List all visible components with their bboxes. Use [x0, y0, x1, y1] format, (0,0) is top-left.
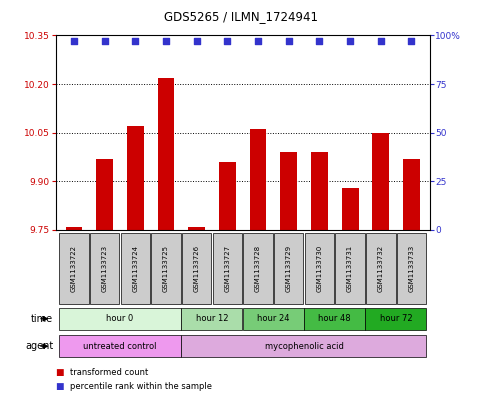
Text: GSM1133731: GSM1133731 — [347, 244, 353, 292]
FancyBboxPatch shape — [366, 233, 396, 304]
Text: GSM1133733: GSM1133733 — [409, 244, 414, 292]
FancyBboxPatch shape — [243, 233, 273, 304]
Point — [254, 38, 262, 44]
Bar — [372, 132, 389, 230]
Bar — [250, 129, 267, 230]
Point — [224, 38, 231, 44]
Text: hour 24: hour 24 — [257, 314, 290, 323]
Text: mycophenolic acid: mycophenolic acid — [265, 342, 343, 351]
FancyBboxPatch shape — [59, 233, 89, 304]
FancyBboxPatch shape — [243, 307, 304, 330]
FancyBboxPatch shape — [397, 233, 426, 304]
Point — [346, 38, 354, 44]
FancyBboxPatch shape — [182, 233, 212, 304]
Point — [101, 38, 109, 44]
Text: GSM1133723: GSM1133723 — [101, 245, 108, 292]
Text: GSM1133724: GSM1133724 — [132, 245, 138, 292]
Bar — [188, 227, 205, 230]
Point — [131, 38, 139, 44]
Point — [285, 38, 293, 44]
Bar — [96, 158, 113, 230]
Bar — [219, 162, 236, 230]
Text: hour 48: hour 48 — [318, 314, 351, 323]
Text: GSM1133726: GSM1133726 — [194, 245, 199, 292]
Text: GSM1133722: GSM1133722 — [71, 245, 77, 292]
Text: transformed count: transformed count — [70, 368, 148, 377]
Text: untreated control: untreated control — [83, 342, 156, 351]
Text: ■: ■ — [56, 382, 64, 391]
Text: GSM1133725: GSM1133725 — [163, 245, 169, 292]
FancyBboxPatch shape — [90, 233, 119, 304]
FancyBboxPatch shape — [304, 307, 365, 330]
Point — [377, 38, 384, 44]
Text: GSM1133727: GSM1133727 — [225, 245, 230, 292]
FancyBboxPatch shape — [213, 233, 242, 304]
Bar — [311, 152, 328, 230]
Text: ■: ■ — [56, 368, 64, 377]
Text: GDS5265 / ILMN_1724941: GDS5265 / ILMN_1724941 — [165, 10, 318, 23]
Bar — [341, 188, 358, 230]
FancyBboxPatch shape — [274, 233, 303, 304]
FancyBboxPatch shape — [58, 307, 181, 330]
FancyBboxPatch shape — [305, 233, 334, 304]
Bar — [157, 77, 174, 230]
Text: agent: agent — [25, 341, 53, 351]
Text: GSM1133732: GSM1133732 — [378, 245, 384, 292]
Point — [193, 38, 200, 44]
Point — [70, 38, 78, 44]
Bar — [403, 158, 420, 230]
FancyBboxPatch shape — [181, 335, 426, 358]
Point — [408, 38, 415, 44]
Text: hour 72: hour 72 — [380, 314, 412, 323]
FancyBboxPatch shape — [151, 233, 181, 304]
Text: time: time — [31, 314, 53, 324]
Text: GSM1133729: GSM1133729 — [286, 245, 292, 292]
Bar — [280, 152, 297, 230]
FancyBboxPatch shape — [335, 233, 365, 304]
Bar — [66, 227, 83, 230]
Text: hour 12: hour 12 — [196, 314, 228, 323]
FancyBboxPatch shape — [58, 335, 181, 358]
Text: percentile rank within the sample: percentile rank within the sample — [70, 382, 212, 391]
Point — [162, 38, 170, 44]
Text: GSM1133730: GSM1133730 — [316, 244, 323, 292]
Text: hour 0: hour 0 — [106, 314, 134, 323]
FancyBboxPatch shape — [121, 233, 150, 304]
FancyBboxPatch shape — [366, 307, 426, 330]
FancyBboxPatch shape — [181, 307, 242, 330]
Bar — [127, 126, 144, 230]
Point — [315, 38, 323, 44]
Text: GSM1133728: GSM1133728 — [255, 245, 261, 292]
